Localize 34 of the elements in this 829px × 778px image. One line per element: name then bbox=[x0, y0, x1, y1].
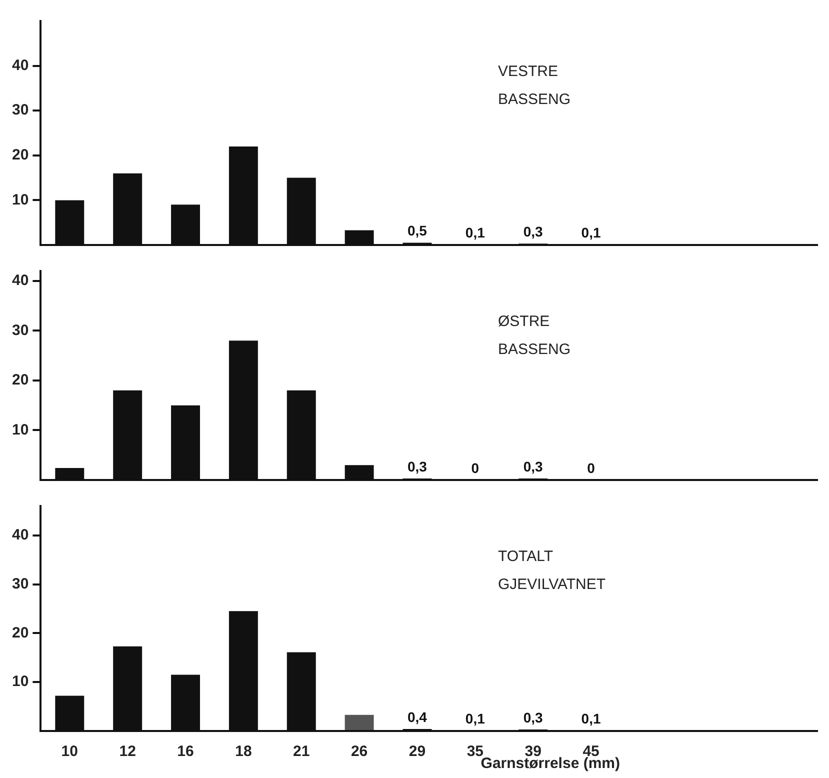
data-label: 0,3 bbox=[408, 458, 428, 474]
data-label: 0,1 bbox=[581, 224, 601, 240]
y-tick-label: 20 bbox=[12, 146, 29, 164]
y-tick-label: 10 bbox=[12, 421, 29, 438]
x-tick-label: 18 bbox=[235, 743, 252, 760]
data-label: 0,3 bbox=[523, 458, 544, 474]
y-tick-label: 30 bbox=[12, 322, 29, 339]
y-tick-label: 10 bbox=[12, 673, 29, 690]
x-tick-label: 16 bbox=[177, 743, 194, 760]
y-tick-label: 40 bbox=[12, 56, 29, 74]
data-label: 0 bbox=[587, 460, 596, 476]
text: VESTRE BASSENG bbox=[498, 62, 572, 110]
y-tick-label: 10 bbox=[12, 191, 29, 208]
text: ØSTRE BASSENG bbox=[498, 312, 572, 360]
y-tick-label: 20 bbox=[12, 372, 29, 389]
data-label: 0,1 bbox=[465, 224, 486, 240]
data-label: 0,3 bbox=[523, 709, 544, 726]
data-label: 0,1 bbox=[465, 710, 486, 726]
x-tick-label: 26 bbox=[350, 743, 368, 760]
y-tick-label: 30 bbox=[12, 102, 29, 119]
data-label: 0,3 bbox=[523, 224, 544, 240]
data-label: 0,5 bbox=[408, 222, 428, 239]
data-label: 0,4 bbox=[408, 708, 428, 725]
x-tick-label: 12 bbox=[119, 743, 136, 760]
x-tick-label: 10 bbox=[61, 743, 78, 760]
data-label: 0 bbox=[471, 460, 480, 476]
y-tick-label: 40 bbox=[12, 526, 29, 544]
y-tick-label: 40 bbox=[12, 272, 29, 290]
data-label: 0,1 bbox=[581, 710, 601, 726]
y-tick-label: 20 bbox=[12, 624, 29, 642]
x-tick-label: 29 bbox=[408, 743, 426, 760]
x-tick-label: 21 bbox=[293, 743, 310, 760]
y-tick-label: 30 bbox=[12, 575, 29, 592]
text: TOTALT GJEVILVATNET bbox=[498, 547, 607, 595]
